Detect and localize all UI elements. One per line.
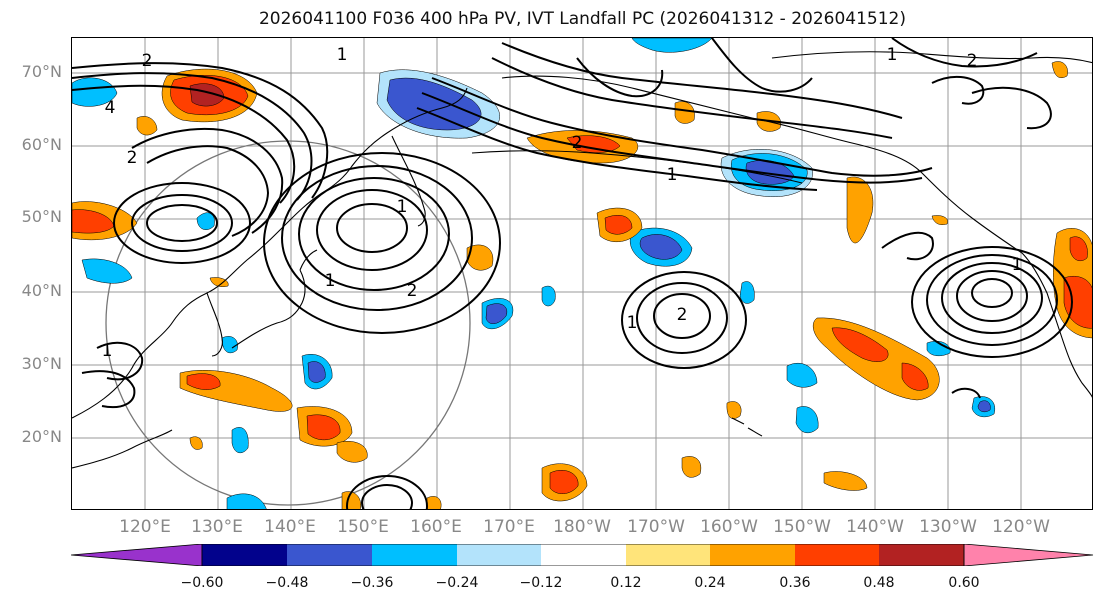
lon-label-170e: 170°E [483,517,535,537]
colorbar-tick: 0.36 [779,575,811,591]
colorbar [71,544,1094,566]
lon-label-160w: 160°W [700,517,758,537]
lon-label-170w: 170°W [627,517,685,537]
contour-label: 1 [337,45,348,65]
lon-label-160e: 160°E [410,517,462,537]
lat-label-20n: 20°N [21,427,62,446]
lon-label-150w: 150°W [773,517,831,537]
landfall-radius-circle [105,140,471,506]
contour-low-east [971,278,1013,308]
lon-label-120w: 120°W [992,517,1050,537]
map-title: 2026041100 F036 400 hPa PV, IVT Landfall… [258,9,906,29]
lon-label-140e: 140°E [264,517,316,537]
colorbar-tick: 0.60 [948,575,980,591]
contour-label: 4 [105,98,116,118]
colorbar-tick: −0.36 [350,575,394,591]
contour-label: 1 [667,165,678,185]
contour-label: 2 [407,281,418,301]
colorbar-bin [710,544,795,566]
contour-low-midpac [653,293,711,339]
colorbar-tick: −0.60 [180,575,224,591]
lat-label-30n: 30°N [21,354,62,373]
colorbar-bin [457,544,541,566]
contour-jet [431,77,933,177]
blob-cyan-top [631,38,713,53]
contour-labels: 2 1 4 2 1 2 1 2 1 1 2 1 1 2 1 [102,45,1023,361]
lon-label-130w: 130°W [919,517,977,537]
colorbar-tick: 0.48 [863,575,895,591]
coast-china-south [72,429,173,469]
map-canvas: 2 1 4 2 1 2 1 2 1 1 2 1 1 2 1 [72,38,1092,509]
colorbar-tick: −0.48 [265,575,309,591]
colorbar-tick: 0.12 [610,575,642,591]
colorbar-bin [202,544,287,566]
colorbar-bin [626,544,710,566]
blob-cyan-nw [72,77,118,107]
contour-label: 1 [397,197,408,217]
contour-label: 2 [572,133,583,153]
lon-label-120e: 120°E [119,517,171,537]
colorbar-bin [287,544,372,566]
blob-cyan-asia-small [81,258,133,284]
lat-label-70n: 70°N [21,62,62,81]
contour-label: 2 [142,51,153,71]
lon-label-140w: 140°W [846,517,904,537]
contour-label: 1 [627,313,638,333]
colorbar-tick: −0.24 [435,575,479,591]
lon-label-180w: 180°W [553,517,611,537]
coast-korea [206,292,223,357]
coast-hawaii [731,417,763,437]
colorbar-bin [879,544,964,566]
colorbar-tick: 0.24 [694,575,726,591]
lon-label-130e: 130°E [191,517,243,537]
contour-low-japan [336,203,408,253]
lat-label-60n: 60°N [21,135,62,154]
coast-alaska [501,75,973,219]
map-panel: 2 1 4 2 1 2 1 2 1 1 2 1 1 2 1 [71,37,1093,510]
contour-label: 1 [887,45,898,65]
coast-japan [231,249,318,349]
colorbar-bin [541,544,626,566]
contour-label: 1 [1012,255,1023,275]
contour-low-west [146,204,218,242]
colorbar-extend-low [71,544,203,566]
contour-label: 1 [325,271,336,291]
lat-label-40n: 40°N [21,281,62,300]
lon-label-150e: 150°E [337,517,389,537]
colorbar-bin [372,544,457,566]
colorbar-bin [795,544,879,566]
contour-label: 2 [677,305,688,325]
pv-contours [72,38,1073,509]
coast-asia [72,87,468,419]
contour-label: 2 [127,148,138,168]
colorbar-tick: −0.12 [519,575,563,591]
contour-label: 2 [967,51,978,71]
colorbar-extend-high [963,544,1094,566]
coast-arctic [771,51,1092,64]
lat-label-50n: 50°N [21,207,62,226]
contour-label: 1 [102,341,113,361]
